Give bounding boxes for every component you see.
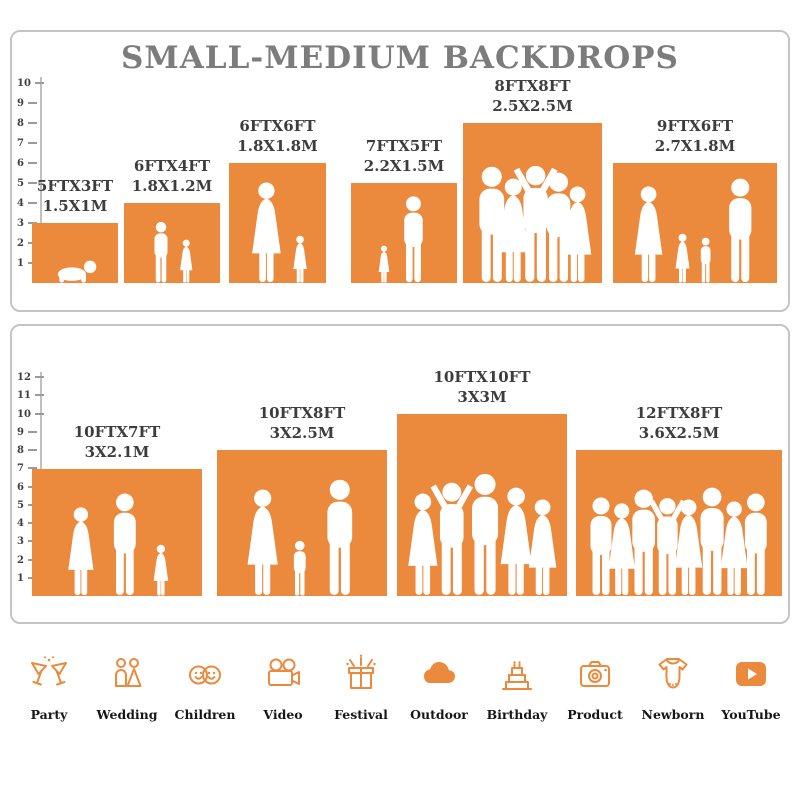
category-video: Video bbox=[250, 654, 316, 722]
outdoor-icon bbox=[424, 662, 455, 683]
backdrop-size-label: 12FTX8FT 3.6X2.5M bbox=[635, 404, 723, 442]
ruler-tick: 10 bbox=[17, 76, 44, 90]
ruler-tick: 7 bbox=[17, 136, 37, 150]
category-newborn: Newborn bbox=[640, 654, 706, 722]
backdrop-size-label: 7FTX5FT 2.2X1.5M bbox=[363, 137, 445, 175]
ruler-tick: 9 bbox=[17, 425, 37, 439]
product-icon bbox=[580, 661, 610, 687]
category-row: Party Wedding Children bbox=[16, 654, 784, 722]
people-silhouettes bbox=[32, 469, 202, 596]
category-label: YouTube bbox=[721, 707, 781, 722]
category-outdoor: Outdoor bbox=[406, 654, 472, 722]
wedding-icon bbox=[115, 658, 142, 687]
backdrop-size-label: 10FTX7FT 3X2.1M bbox=[73, 423, 161, 461]
panel-medium-large: 1 2 3 4 5 6 7 8 9 10 11 12 10FTX7FT 3X2.1… bbox=[10, 324, 790, 624]
people-silhouettes bbox=[217, 450, 387, 596]
birthday-icon bbox=[502, 661, 532, 690]
ruler-tick: 8 bbox=[17, 443, 37, 457]
people-silhouettes bbox=[463, 123, 602, 283]
category-label: Party bbox=[30, 707, 68, 722]
category-label: Wedding bbox=[96, 707, 158, 722]
backdrop-bar-9x6: 9FTX6FT 2.7X1.8M bbox=[613, 117, 777, 283]
people-silhouettes bbox=[229, 163, 326, 283]
category-festival: Festival bbox=[328, 654, 394, 722]
ruler-tick: 4 bbox=[17, 196, 37, 210]
backdrop-size-label: 6FTX6FT 1.8X1.8M bbox=[237, 117, 318, 155]
category-label: Product bbox=[567, 707, 623, 722]
backdrop-bar-6x6: 6FTX6FT 1.8X1.8M bbox=[229, 117, 326, 283]
ruler-tick: 5 bbox=[17, 176, 37, 190]
video-icon bbox=[268, 658, 300, 686]
category-wedding: Wedding bbox=[94, 654, 160, 722]
category-party: Party bbox=[16, 654, 82, 722]
backdrop-size-label: 5FTX3FT 1.5X1M bbox=[36, 177, 114, 215]
ruler-axis bbox=[40, 77, 42, 283]
backdrop-bar-10x10: 10FTX10FT 3X3M bbox=[397, 368, 567, 596]
people-silhouettes bbox=[613, 163, 777, 283]
category-label: Children bbox=[174, 707, 236, 722]
backdrop-bar-12x8: 12FTX8FT 3.6X2.5M bbox=[576, 404, 782, 596]
backdrop-bar-7x5: 7FTX5FT 2.2X1.5M bbox=[351, 137, 457, 283]
category-children: Children bbox=[172, 654, 238, 722]
ruler-tick: 10 bbox=[17, 407, 44, 421]
backdrop-bar-10x7: 10FTX7FT 3X2.1M bbox=[32, 423, 202, 596]
people-silhouettes bbox=[124, 203, 220, 283]
backdrop-bar-6x4: 6FTX4FT 1.8X1.2M bbox=[124, 157, 220, 283]
backdrop-size-label: 8FTX8FT 2.5X2.5M bbox=[492, 77, 573, 115]
category-youtube: YouTube bbox=[718, 654, 784, 722]
category-label: Outdoor bbox=[410, 707, 468, 722]
youtube-icon bbox=[736, 662, 766, 686]
party-icon bbox=[31, 656, 67, 686]
people-silhouettes bbox=[351, 183, 457, 283]
panel-small-medium: SMALL-MEDIUM BACKDROPS 1 2 3 4 5 6 7 8 9… bbox=[10, 30, 790, 312]
ruler-tick: 11 bbox=[17, 388, 44, 402]
backdrop-bar-10x8: 10FTX8FT 3X2.5M bbox=[217, 404, 387, 596]
category-label: Newborn bbox=[641, 707, 705, 722]
page-title: SMALL-MEDIUM BACKDROPS bbox=[121, 40, 679, 76]
ruler-tick: 9 bbox=[17, 96, 37, 110]
people-silhouettes bbox=[32, 223, 118, 283]
backdrop-bar-8x8: 8FTX8FT 2.5X2.5M bbox=[463, 77, 602, 283]
people-silhouettes bbox=[576, 450, 782, 596]
festival-icon bbox=[346, 654, 376, 689]
backdrop-size-label: 10FTX8FT 3X2.5M bbox=[258, 404, 346, 442]
ruler-tick: 7 bbox=[17, 461, 37, 475]
category-label: Birthday bbox=[486, 707, 548, 722]
category-label: Video bbox=[263, 707, 303, 722]
ruler-tick: 8 bbox=[17, 116, 37, 130]
newborn-icon bbox=[658, 658, 688, 689]
backdrop-size-label: 10FTX10FT 3X3M bbox=[433, 368, 531, 406]
category-birthday: Birthday bbox=[484, 654, 550, 722]
category-label: Festival bbox=[334, 707, 388, 722]
backdrop-size-label: 9FTX6FT 2.7X1.8M bbox=[654, 117, 736, 155]
people-silhouettes bbox=[397, 414, 567, 596]
backdrop-bar-5x3: 5FTX3FT 1.5X1M bbox=[32, 177, 118, 283]
ruler-tick: 12 bbox=[17, 370, 44, 384]
category-product: Product bbox=[562, 654, 628, 722]
ruler-tick: 6 bbox=[17, 156, 37, 170]
children-icon bbox=[189, 665, 221, 685]
backdrop-size-label: 6FTX4FT 1.8X1.2M bbox=[131, 157, 213, 195]
